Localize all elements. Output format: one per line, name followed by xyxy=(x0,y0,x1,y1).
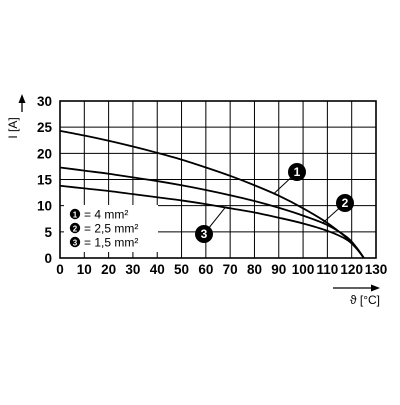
x-axis-arrow-head xyxy=(371,284,380,292)
legend-marker-number: 1 xyxy=(73,211,78,220)
annotation-marker-3 xyxy=(195,225,213,243)
x-axis-title: ϑ [°C] xyxy=(350,293,380,307)
y-tick-label: 25 xyxy=(37,120,53,135)
x-tick-label: 90 xyxy=(271,262,286,277)
annotations: 1 2 3 xyxy=(195,163,354,243)
legend-marker-number: 2 xyxy=(73,225,78,234)
y-tick-label: 20 xyxy=(37,146,52,161)
legend: 1 = 4 mm² 2 = 2,5 mm² 3 = 1,5 mm² xyxy=(64,205,158,252)
y-tick-label: 30 xyxy=(37,94,52,109)
legend-marker-2 xyxy=(69,222,81,234)
plot-frame xyxy=(59,100,377,259)
series-line-2 xyxy=(59,166,365,259)
legend-entry-1: = 4 mm² xyxy=(84,208,128,222)
annotation-number: 3 xyxy=(201,227,208,241)
x-tick-label: 100 xyxy=(292,262,315,277)
y-tick-label: 10 xyxy=(37,199,52,214)
x-tick-label: 70 xyxy=(223,262,238,277)
legend-entry-2: = 2,5 mm² xyxy=(84,222,138,236)
y-axis-title: I [A] xyxy=(6,117,20,138)
annotation-number: 1 xyxy=(294,165,301,179)
series-line-3 xyxy=(59,184,365,259)
legend-marker-number: 3 xyxy=(73,239,78,248)
annotation-marker-1 xyxy=(288,163,306,181)
y-tick-label: 5 xyxy=(44,225,52,240)
series-lines xyxy=(59,129,365,259)
legend-entry-3: = 1,5 mm² xyxy=(84,236,138,250)
axis-titles: I [A] ϑ [°C] xyxy=(6,94,380,307)
y-axis-arrow-head xyxy=(18,94,26,103)
y-tick-label: 15 xyxy=(37,173,53,188)
legend-marker-3 xyxy=(69,236,81,248)
x-tick-label: 130 xyxy=(365,262,388,277)
x-tick-label: 50 xyxy=(174,262,189,277)
x-tick-label: 120 xyxy=(340,262,363,277)
x-tick-label: 60 xyxy=(198,262,213,277)
axes xyxy=(59,100,377,259)
legend-marker-1 xyxy=(69,208,81,220)
x-tick-label: 20 xyxy=(101,262,116,277)
x-tick-label: 0 xyxy=(56,262,64,277)
x-tick-label: 40 xyxy=(150,262,165,277)
x-tick-label: 80 xyxy=(247,262,262,277)
tick-labels: 0 10 20 30 40 50 60 70 80 90 100 110 120 130051015202… xyxy=(37,94,387,277)
annotation-marker-2 xyxy=(336,194,354,212)
annotation-number: 2 xyxy=(342,196,349,210)
x-tick-label: 30 xyxy=(125,262,140,277)
x-tick-label: 110 xyxy=(316,262,338,277)
y-tick-label: 0 xyxy=(44,251,52,266)
x-tick-label: 10 xyxy=(77,262,92,277)
